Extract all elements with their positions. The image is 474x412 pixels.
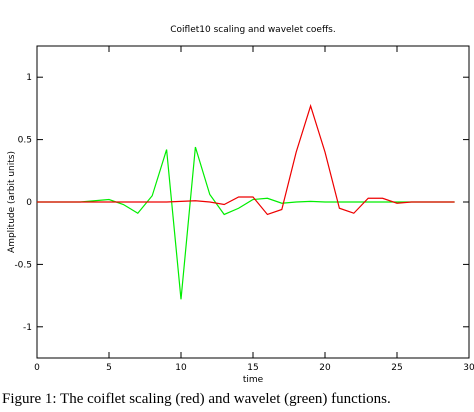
line-series [37, 146, 455, 300]
y-tick-label: -1 [23, 323, 32, 333]
x-axis-label: time [243, 375, 264, 385]
x-tick-label: 20 [319, 363, 331, 373]
x-tick-label: 10 [175, 363, 187, 373]
y-tick-label: 1 [26, 73, 32, 83]
x-tick-label: 0 [34, 363, 40, 373]
x-tick-label: 5 [106, 363, 112, 373]
y-tick-label: 0 [26, 198, 32, 208]
x-tick-label: 15 [247, 363, 258, 373]
y-axis-label: Amplitude (arbit units) [7, 151, 17, 253]
chart-title: Coiflet10 scaling and wavelet coeffs. [170, 25, 335, 35]
x-tick-label: 25 [391, 363, 402, 373]
line-series [37, 103, 455, 216]
y-tick-label: 0.5 [18, 136, 32, 146]
x-tick-label: 30 [463, 363, 474, 373]
caption: Figure 1: The coiflet scaling (red) and … [2, 391, 391, 407]
y-tick-label: -0.5 [14, 260, 32, 270]
